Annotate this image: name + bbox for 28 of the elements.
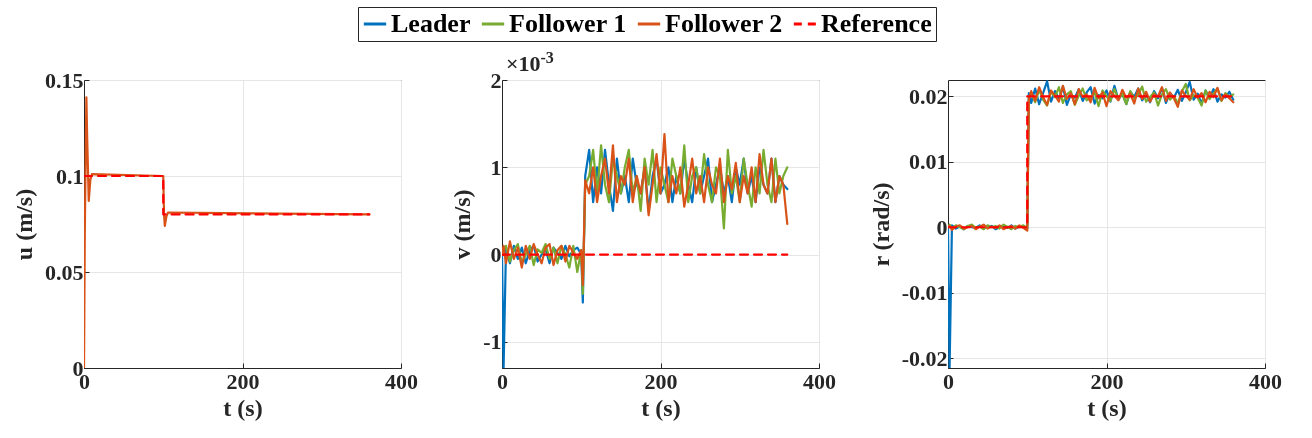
legend-label: Follower 1 xyxy=(509,9,627,38)
x-axis-title: t (s) xyxy=(1087,394,1127,421)
y-tick-label: 0.02 xyxy=(909,83,948,109)
legend-label: Follower 2 xyxy=(665,9,783,38)
y-tick-label: 0.01 xyxy=(909,149,948,175)
y-tick-label: 2 xyxy=(490,67,502,93)
y-tick-label: 0.1 xyxy=(56,163,84,189)
x-tick-label: 400 xyxy=(385,368,418,394)
y-tick-label: 0.05 xyxy=(45,259,84,285)
y-tick-label: -0.02 xyxy=(901,345,948,371)
x-tick-label: 200 xyxy=(226,368,260,394)
x-tick-label: 200 xyxy=(1090,368,1124,394)
x-tick-label: 400 xyxy=(1249,368,1282,394)
x-tick-label: 400 xyxy=(803,368,836,394)
y-tick-label: 0 xyxy=(490,242,502,268)
y-axis-title: v (m/s) xyxy=(449,189,476,260)
y-tick-label: -0.01 xyxy=(901,280,948,306)
y-axis-title: r (rad/s) xyxy=(867,182,894,267)
y-tick-label: 1 xyxy=(490,154,502,180)
y-tick-label: 0.15 xyxy=(45,67,84,93)
y-axis-title: u (m/s) xyxy=(11,188,37,261)
legend-label: Reference xyxy=(821,9,932,38)
x-axis-title: t (s) xyxy=(641,394,681,421)
x-axis-title: t (s) xyxy=(223,394,263,421)
legend-label: Leader xyxy=(391,9,471,38)
x-tick-label: 200 xyxy=(644,368,678,394)
y-tick-label: -1 xyxy=(483,329,502,355)
y-tick-label: 0 xyxy=(936,214,948,240)
